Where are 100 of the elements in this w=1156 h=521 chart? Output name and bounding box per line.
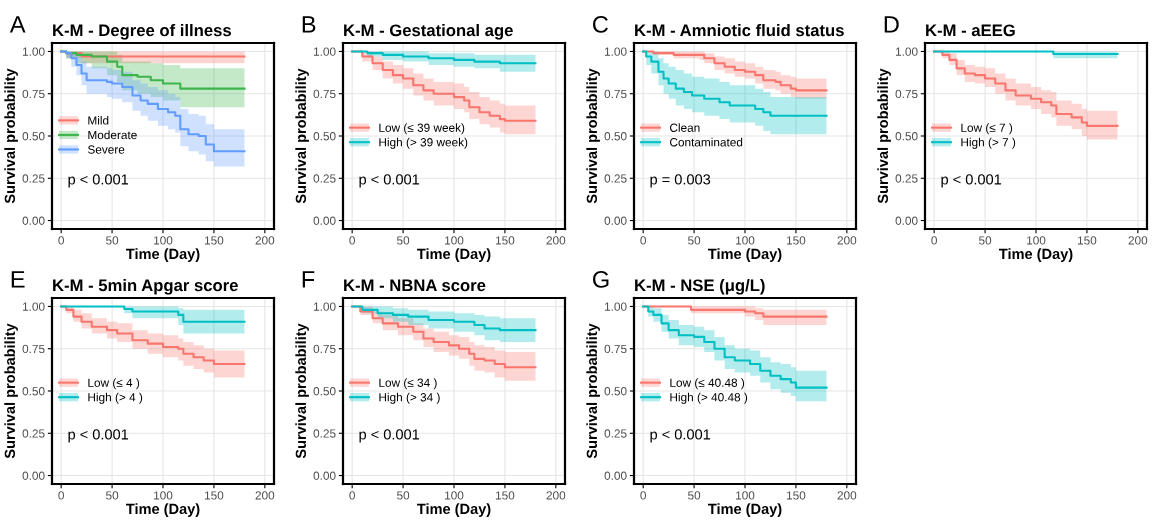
x-tick-label: 50: [978, 236, 992, 245]
x-axis-title: Time (Day): [126, 503, 200, 517]
chart-title: K-M - Gestational age: [344, 23, 513, 40]
legend-label: Mild: [88, 115, 109, 125]
y-tick-label: 0.75: [895, 89, 918, 99]
x-tick-label: 50: [396, 491, 410, 500]
x-tick-label: 150: [1077, 236, 1097, 245]
y-tick-label: 0.25: [895, 174, 918, 183]
legend-label: Clean: [670, 123, 700, 132]
y-tick-label: 0.00: [22, 216, 45, 225]
legend-label: Low (≤ 4 ): [88, 378, 140, 390]
y-tick-label: 1.00: [22, 302, 45, 311]
legend-label: High (> 7 ): [961, 137, 1016, 149]
x-tick-label: 200: [546, 491, 566, 500]
x-tick-label: 0: [349, 491, 355, 500]
annotation: p < 0.001: [650, 429, 711, 443]
y-tick-label: 0.25: [313, 429, 336, 438]
text: F: [302, 271, 315, 288]
x-tick-label: 0: [640, 236, 646, 245]
y-axis-title: Survival probability: [4, 68, 18, 204]
x-tick-label: 150: [786, 491, 806, 500]
x-tick-label: 150: [786, 236, 806, 245]
annotation: p < 0.001: [941, 174, 1002, 188]
x-tick-label: 50: [687, 491, 701, 500]
chart-title: K-M - NBNA score: [344, 279, 486, 292]
x-tick-label: 200: [255, 236, 275, 245]
y-tick-label: 0.50: [604, 387, 627, 396]
y-axis-title: Survival probability: [295, 323, 309, 459]
y-tick-label: 1.00: [22, 47, 45, 56]
text: A: [9, 16, 26, 33]
legend-label: Low (≤ 7 ): [961, 123, 1013, 135]
y-axis-title: Survival probability: [877, 68, 891, 204]
x-tick-label: 150: [204, 491, 224, 500]
y-tick-label: 0.75: [604, 344, 627, 354]
legend-label: Contaminated: [670, 137, 743, 147]
x-tick-label: 100: [154, 236, 173, 245]
text: E: [11, 271, 25, 288]
x-axis-title: Time (Day): [417, 248, 491, 262]
annotation: p < 0.001: [359, 174, 420, 188]
y-tick-label: 0.50: [22, 132, 45, 141]
x-tick-label: 50: [687, 236, 701, 245]
legend-label: Low (≤ 39 week): [379, 123, 465, 135]
legend-label: Low (≤ 34 ): [379, 378, 437, 390]
y-axis-title: Survival probability: [295, 68, 309, 204]
x-tick-label: 100: [736, 236, 755, 245]
x-tick-label: 0: [349, 236, 355, 245]
y-tick-label: 0.50: [895, 132, 918, 141]
y-tick-label: 0.00: [604, 471, 627, 480]
y-tick-label: 0.75: [313, 89, 336, 99]
chart-title: K-M - Amniotic fluid status: [635, 23, 844, 37]
x-axis-title: Time (Day): [708, 503, 782, 517]
x-tick-label: 150: [204, 236, 224, 245]
y-tick-label: 0.50: [313, 387, 336, 396]
y-tick-label: 1.00: [895, 47, 918, 56]
text: C: [593, 16, 608, 33]
x-tick-label: 200: [255, 491, 275, 500]
y-tick-label: 0.50: [604, 132, 627, 141]
y-tick-label: 0.25: [22, 174, 45, 183]
chart-title: K-M - NSE (μg/L): [635, 278, 765, 295]
y-tick-label: 1.00: [313, 47, 336, 56]
y-tick-label: 0.25: [22, 429, 45, 438]
y-tick-label: 1.00: [313, 302, 336, 311]
y-axis-title: Survival probability: [4, 323, 18, 459]
x-tick-label: 200: [837, 491, 857, 500]
x-tick-label: 0: [58, 491, 64, 500]
x-tick-label: 200: [837, 236, 857, 245]
x-axis-title: Time (Day): [417, 503, 491, 517]
y-axis-title: Survival probability: [586, 323, 600, 459]
x-tick-label: 150: [495, 491, 515, 500]
y-tick-label: 0.25: [313, 174, 336, 183]
y-tick-label: 0.50: [313, 132, 336, 141]
y-tick-label: 1.00: [604, 302, 627, 311]
legend-label: High (> 4 ): [88, 392, 143, 404]
y-tick-label: 0.00: [22, 471, 45, 480]
y-tick-label: 0.50: [22, 387, 45, 396]
y-tick-label: 0.25: [604, 429, 627, 438]
chart-title: K-M - aEEG: [926, 24, 1015, 37]
text: D: [884, 16, 899, 33]
y-tick-label: 0.75: [313, 344, 336, 354]
x-tick-label: 200: [1128, 236, 1148, 245]
y-tick-label: 0.00: [313, 471, 336, 480]
y-tick-label: 0.75: [604, 89, 627, 99]
y-tick-label: 0.00: [895, 216, 918, 225]
x-tick-label: 50: [105, 491, 119, 500]
y-tick-label: 0.75: [22, 344, 45, 354]
x-tick-label: 200: [546, 236, 566, 245]
annotation: p < 0.001: [68, 429, 129, 443]
x-tick-label: 0: [58, 236, 64, 245]
x-tick-label: 100: [154, 491, 173, 500]
x-tick-label: 0: [931, 236, 937, 245]
legend-label: High (> 40.48 ): [670, 392, 748, 404]
legend-label: Low (≤ 40.48 ): [670, 378, 745, 390]
x-tick-label: 100: [736, 491, 755, 500]
text: B: [302, 16, 316, 33]
chart-title: K-M - Degree of illness: [53, 23, 231, 40]
x-axis-title: Time (Day): [708, 248, 782, 262]
y-tick-label: 0.00: [313, 216, 336, 225]
legend-label: High (> 34 ): [379, 392, 440, 404]
x-axis-title: Time (Day): [999, 248, 1073, 262]
chart-title: K-M - 5min Apgar score: [53, 278, 238, 295]
